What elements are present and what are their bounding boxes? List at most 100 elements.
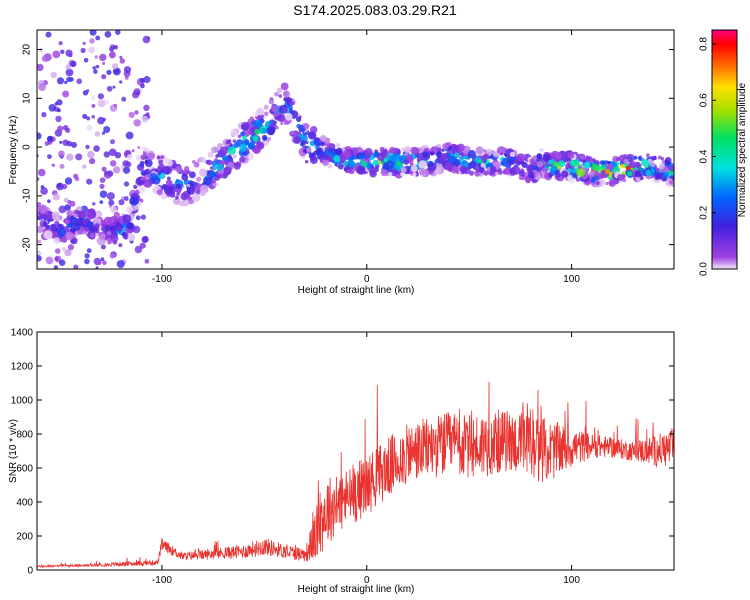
spectrogram-blob	[213, 174, 221, 181]
spectrogram-blob	[68, 53, 73, 58]
spectrogram-blob	[102, 260, 107, 266]
spectrogram-blob	[140, 83, 145, 89]
spectrogram-blob	[91, 115, 95, 119]
spectrogram-blob	[393, 156, 400, 163]
spectrogram-blob	[138, 202, 142, 206]
chart-title: S174.2025.083.03.29.R21	[293, 2, 457, 18]
spectrogram-blob	[364, 156, 369, 160]
spectrogram-blob	[109, 253, 115, 259]
spectrogram-blob	[591, 163, 599, 171]
spectrogram-blob	[103, 171, 112, 179]
spectrogram-blob	[646, 153, 650, 157]
spectrogram-blob	[406, 156, 410, 161]
spectrogram-blob	[125, 206, 133, 214]
spectrogram-blob	[114, 152, 122, 159]
spectrogram-blob	[76, 78, 83, 85]
spectrogram-blob	[470, 163, 476, 168]
spectrogram-blob	[579, 161, 584, 166]
spectrogram-blob	[305, 160, 309, 164]
colorbar-tick-label: 0.2	[699, 205, 710, 219]
spectrogram-blob	[88, 46, 95, 54]
spectrogram-blob	[403, 146, 411, 153]
spectrogram-blob	[186, 183, 191, 188]
spectrogram-blob	[339, 153, 346, 161]
spectrogram-blob	[94, 228, 99, 232]
spectrogram-blob	[83, 226, 88, 231]
spectrogram-blob	[134, 245, 143, 254]
spectrogram-blob	[232, 139, 237, 144]
spectrogram-blob	[192, 160, 196, 164]
spectrogram-blob	[555, 171, 561, 178]
spectrogram-blob	[75, 153, 83, 161]
spectrogram-blob	[135, 176, 145, 186]
spectrogram-blob	[112, 240, 118, 245]
colorbar-tick-label: 0.8	[699, 37, 710, 51]
spectrogram-blob	[309, 156, 318, 165]
y-tick-label: 1400	[11, 328, 34, 339]
spectrogram-blob	[459, 165, 468, 174]
spectrogram-blob	[72, 223, 81, 231]
spectrogram-blob	[137, 146, 141, 149]
spectrogram-blob	[109, 51, 116, 58]
spectrogram-blob	[296, 116, 302, 122]
spectrogram-blob	[442, 143, 449, 150]
y-tick-label: 10	[22, 92, 33, 104]
spectrogram-blob	[427, 162, 437, 172]
spectrogram-blob	[89, 30, 97, 36]
y-tick-label: 0	[22, 144, 33, 150]
spectrogram-blob	[45, 212, 49, 216]
spectrogram-blob	[93, 145, 100, 152]
colorbar-tick-label: 0.0	[699, 262, 710, 276]
spectrogram-y-ticks: -20 -10 0 10 20	[22, 44, 674, 252]
spectrogram-blob	[122, 214, 132, 224]
spectrogram-blob	[131, 149, 135, 153]
spectrogram-blob	[440, 153, 448, 161]
spectrogram-blob	[102, 62, 106, 65]
spectrogram-blob	[230, 128, 238, 137]
spectrogram-blob	[500, 152, 504, 156]
spectrogram-blob	[216, 163, 224, 171]
spectrogram-blob	[474, 172, 480, 177]
snr-y-label: SNR (10 * v/v)	[8, 419, 19, 483]
spectrogram-blob	[141, 236, 149, 243]
spectrogram-blob	[579, 155, 585, 160]
spectrogram-blob	[141, 115, 149, 123]
spectrogram-blob	[209, 166, 214, 170]
spectrogram-blob	[278, 94, 282, 98]
spectrogram-blob	[64, 177, 73, 185]
spectrogram-blob	[134, 110, 139, 115]
spectrogram-blob	[616, 156, 621, 161]
spectrogram-blob	[189, 186, 196, 192]
spectrogram-blob	[100, 244, 106, 250]
spectrogram-blob	[37, 132, 42, 140]
spectrogram-blob	[293, 136, 302, 144]
spectrogram-blob	[50, 71, 57, 79]
spectrogram-blob	[121, 96, 127, 102]
colorbar-tick-label: 0.4	[699, 149, 710, 163]
spectrogram-blob	[536, 153, 543, 159]
spectrogram-blob	[55, 228, 59, 232]
spectrogram-blob	[290, 131, 295, 136]
spectrogram-blob	[411, 146, 420, 155]
spectrogram-blob	[187, 190, 191, 195]
spectrogram-blob	[157, 171, 161, 176]
spectrogram-blob	[91, 95, 96, 101]
spectrogram-blob	[77, 206, 82, 211]
spectrogram-blob	[108, 148, 117, 157]
spectrogram-blob	[97, 116, 105, 125]
spectrogram-blob	[337, 163, 344, 170]
spectrogram-blob	[96, 233, 100, 237]
spectrogram-blob	[264, 141, 269, 146]
spectrogram-blob	[181, 173, 189, 181]
spectrogram-blob	[348, 168, 355, 175]
spectrogram-blob	[364, 147, 373, 157]
spectrogram-blob	[279, 104, 288, 114]
spectrogram-blob	[80, 47, 86, 54]
spectrogram-blob	[254, 128, 261, 135]
spectrogram-blob	[59, 140, 63, 144]
spectrogram-blob	[639, 176, 644, 181]
spectrogram-blob	[57, 228, 66, 237]
spectrogram-blob	[659, 163, 665, 170]
spectrogram-blob	[175, 195, 179, 200]
spectrogram-x-label: Height of straight line (km)	[298, 285, 415, 296]
